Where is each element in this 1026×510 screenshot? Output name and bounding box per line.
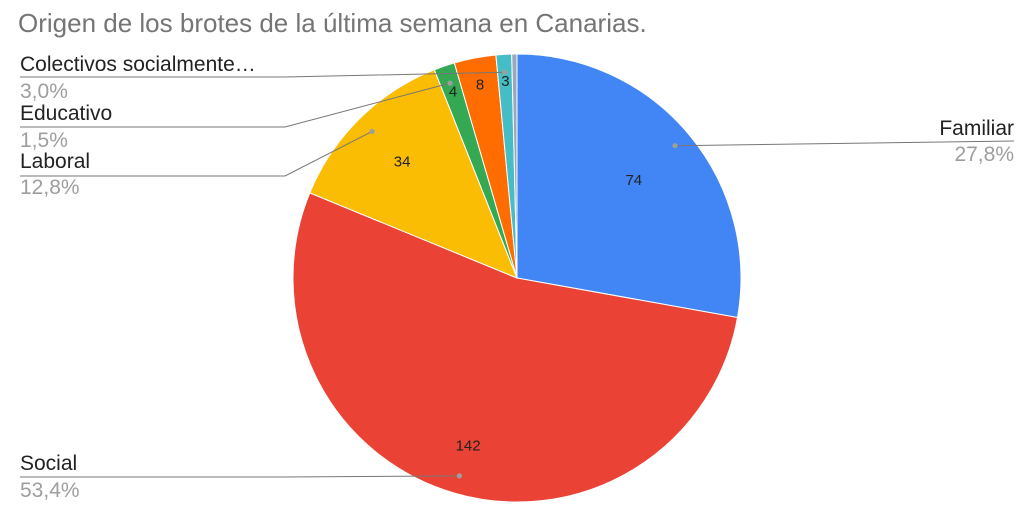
slice-label-familiar: Familiar bbox=[939, 117, 1014, 140]
slice-value-laboral: 34 bbox=[394, 154, 411, 171]
pie-slice-social bbox=[292, 192, 739, 503]
leader-dot-colectivos bbox=[502, 69, 508, 75]
slice-percent-familiar: 27,8% bbox=[954, 143, 1014, 166]
slice-label-colectivos: Colectivos socialmente… bbox=[20, 53, 256, 76]
slice-value-familiar: 74 bbox=[625, 172, 642, 189]
slice-percent-laboral: 12,8% bbox=[20, 176, 80, 199]
slice-value-educativo: 4 bbox=[449, 84, 457, 101]
pie-slices bbox=[292, 53, 742, 503]
slice-percent-educativo: 1,5% bbox=[20, 129, 68, 152]
slice-value-otros: 8 bbox=[476, 76, 484, 93]
slice-value-social: 142 bbox=[456, 438, 481, 455]
slice-percent-social: 53,4% bbox=[20, 479, 80, 502]
pie-slice-gray bbox=[511, 53, 518, 279]
outer-labels: Familiar 27,8% Social 53,4% Laboral 12,8% Educ… bbox=[20, 53, 1014, 502]
pie-slice-laboral bbox=[309, 69, 518, 279]
slice-percent-colectivos: 3,0% bbox=[20, 80, 68, 103]
slice-value-colectivos: 3 bbox=[501, 73, 509, 90]
leader-dot-laboral bbox=[369, 128, 375, 134]
leader-line-educativo bbox=[20, 82, 451, 128]
slice-value-labels: 74 142 34 4 8 3 bbox=[394, 73, 642, 455]
slice-label-laboral: Laboral bbox=[20, 150, 90, 173]
leader-dot-educativo bbox=[447, 80, 453, 86]
leader-line-laboral bbox=[20, 130, 373, 177]
leader-line-familiar bbox=[674, 140, 1015, 147]
pie-slice-familiar bbox=[516, 53, 742, 319]
leader-line-colectivos bbox=[20, 71, 505, 78]
leader-line-social bbox=[20, 475, 460, 478]
slice-label-social: Social bbox=[20, 452, 77, 475]
leader-lines bbox=[20, 69, 1015, 479]
slice-label-educativo: Educativo bbox=[20, 102, 112, 125]
leader-dot-social bbox=[456, 473, 462, 479]
leader-dot-familiar bbox=[672, 143, 678, 149]
chart-title: Origen de los brotes de la última semana… bbox=[18, 8, 647, 38]
